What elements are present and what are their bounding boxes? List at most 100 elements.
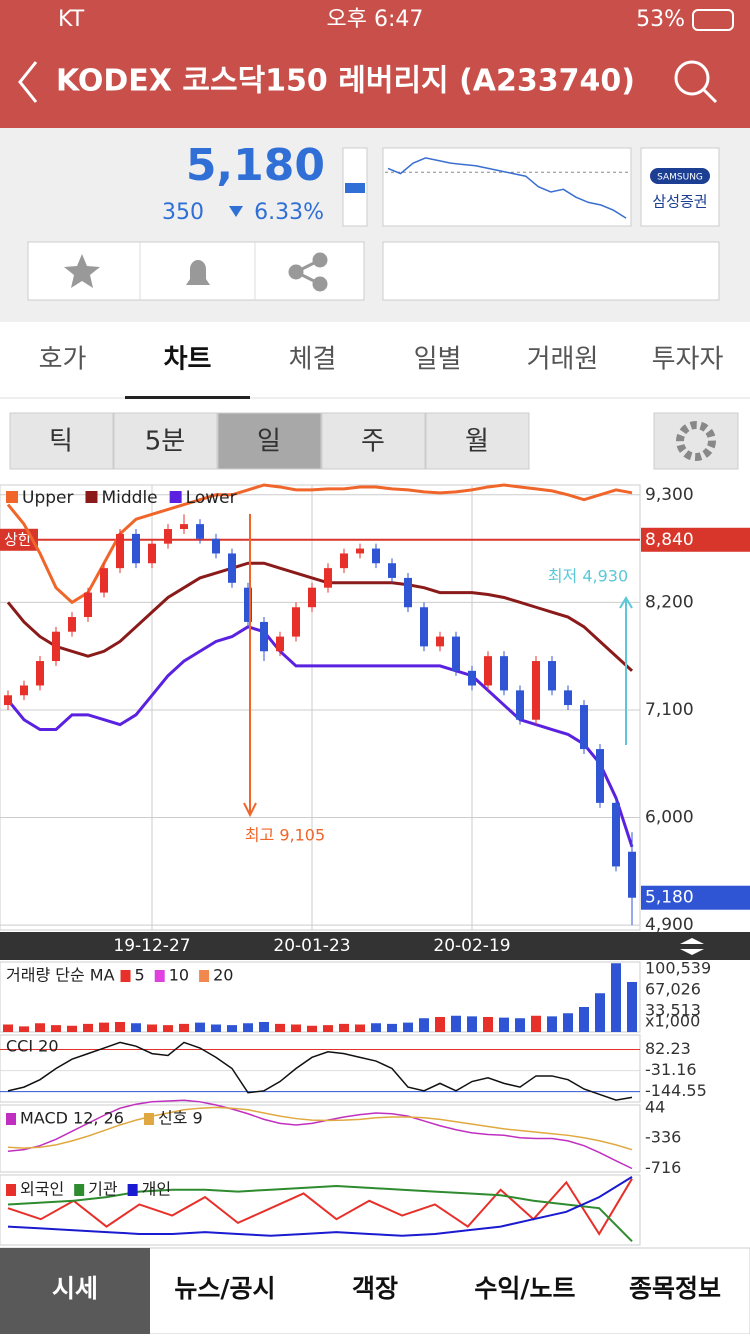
period-btn[interactable] xyxy=(425,412,530,470)
period-btn[interactable] xyxy=(321,412,426,470)
bell[interactable] xyxy=(186,260,210,285)
info-box xyxy=(382,241,720,301)
period-btn[interactable] xyxy=(113,412,218,470)
panel-title: CCI 20 xyxy=(6,1037,59,1056)
candle-body xyxy=(436,636,444,647)
candle-body xyxy=(20,685,28,696)
band-line xyxy=(6,625,634,848)
down-arrow xyxy=(229,206,243,217)
volume-bar xyxy=(307,1025,317,1032)
nav-item[interactable]: 시세 xyxy=(52,1274,98,1303)
legend-swatch xyxy=(144,1113,154,1125)
volume-bar xyxy=(595,993,605,1032)
volume-bar xyxy=(131,1023,141,1032)
share[interactable] xyxy=(288,252,328,292)
volume-bar xyxy=(83,1023,93,1032)
tab-underline xyxy=(125,396,250,399)
tab[interactable]: 호가 xyxy=(39,345,87,375)
y-tick-label: 4,900 xyxy=(645,915,694,935)
candle-body xyxy=(612,802,620,867)
volume-bar xyxy=(451,1015,461,1032)
nav-item[interactable]: 종목정보 xyxy=(629,1274,721,1303)
volume-bar xyxy=(227,1025,237,1032)
tab[interactable]: 차트 xyxy=(164,345,212,375)
tab[interactable]: 투자자 xyxy=(652,345,724,375)
legend-label: 개인 xyxy=(142,1180,171,1199)
volume-bar xyxy=(99,1022,109,1032)
tab[interactable]: 거래원 xyxy=(527,345,599,375)
candle-body xyxy=(180,524,188,530)
search[interactable] xyxy=(674,60,710,96)
volume-bar xyxy=(467,1016,477,1032)
volume-bar xyxy=(403,1022,413,1032)
legend-swatch xyxy=(199,970,210,982)
tab[interactable]: 일별 xyxy=(414,345,462,375)
low-annotation: 최저 4,930 xyxy=(548,567,628,586)
intraday-line xyxy=(387,157,627,219)
volume-bar xyxy=(3,1024,13,1032)
limit-value: 8,840 xyxy=(645,530,694,550)
volume-bar xyxy=(35,1023,45,1032)
volume-bar xyxy=(243,1023,253,1032)
back[interactable] xyxy=(18,61,38,103)
candle-body xyxy=(532,661,540,720)
tab[interactable]: 체결 xyxy=(289,345,337,375)
volume-bar xyxy=(147,1024,157,1032)
candle-body xyxy=(420,607,428,647)
candle-body xyxy=(4,695,12,706)
nav-item[interactable]: 객장 xyxy=(352,1274,398,1303)
nav-active xyxy=(0,1248,150,1334)
volume-bar xyxy=(323,1025,333,1032)
star[interactable] xyxy=(64,254,100,288)
nav-item[interactable]: 수익/노트 xyxy=(474,1274,575,1303)
legend-swatch xyxy=(85,491,98,503)
change-pct: 6.33% xyxy=(254,200,324,225)
investor-line xyxy=(7,1175,633,1237)
volume-bar xyxy=(547,1016,557,1032)
volume-bar xyxy=(339,1023,349,1032)
period-label: 5분 xyxy=(145,427,185,457)
volume-bar xyxy=(51,1025,61,1032)
y-tick-label: 9,300 xyxy=(645,485,694,505)
legend-swatch xyxy=(120,970,131,982)
period-label: 월 xyxy=(465,427,489,457)
volume-bar xyxy=(611,963,621,1032)
candle-body xyxy=(36,661,44,686)
panel-title: MACD 12, 26 xyxy=(20,1109,124,1128)
volume-bar xyxy=(259,1022,269,1032)
candle-body xyxy=(244,587,252,622)
mini-chart xyxy=(382,147,632,227)
y-tick-label: 6,000 xyxy=(645,808,694,828)
candle-body xyxy=(276,636,284,652)
volume-bar xyxy=(515,1018,525,1032)
price-panel xyxy=(0,484,641,931)
current-tag xyxy=(641,885,750,910)
candle-body xyxy=(132,533,140,564)
y-tick-label: -31.16 xyxy=(645,1060,697,1079)
candle-body xyxy=(52,631,60,662)
candle-body xyxy=(468,670,476,686)
volume-bar xyxy=(499,1017,509,1032)
period-btn[interactable] xyxy=(9,412,114,470)
period-btn[interactable] xyxy=(217,412,322,470)
legend-swatch xyxy=(127,1184,138,1196)
candle-body xyxy=(548,661,556,691)
high-annotation: 최고 9,105 xyxy=(245,826,325,845)
volume-bar xyxy=(275,1023,285,1032)
period-label: 틱 xyxy=(49,427,73,457)
candle-body xyxy=(260,621,268,652)
candle-body xyxy=(340,553,348,569)
nav-item[interactable]: 뉴스/공시 xyxy=(174,1274,275,1303)
legend-swatch xyxy=(6,1113,16,1125)
volume-bar xyxy=(163,1025,173,1032)
y-tick-label: -716 xyxy=(645,1158,681,1177)
legend-swatch xyxy=(6,1184,16,1196)
y-tick-label: -144.55 xyxy=(645,1081,707,1100)
candle-body xyxy=(84,592,92,618)
legend-label: 외국인 xyxy=(20,1180,64,1199)
gear xyxy=(676,421,716,461)
volume-bar xyxy=(483,1017,493,1032)
panel xyxy=(0,1034,641,1103)
candle-body xyxy=(372,548,380,564)
logo-text: SAMSUNG xyxy=(657,173,703,183)
